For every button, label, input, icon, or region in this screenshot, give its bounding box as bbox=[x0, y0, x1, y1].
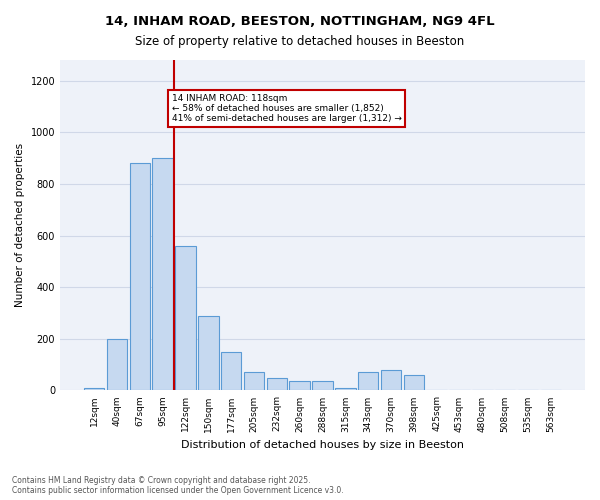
Bar bbox=[289, 382, 310, 390]
Bar bbox=[175, 246, 196, 390]
Bar bbox=[381, 370, 401, 390]
Bar bbox=[198, 316, 218, 390]
Text: 14, INHAM ROAD, BEESTON, NOTTINGHAM, NG9 4FL: 14, INHAM ROAD, BEESTON, NOTTINGHAM, NG9… bbox=[105, 15, 495, 28]
Bar bbox=[130, 164, 150, 390]
Y-axis label: Number of detached properties: Number of detached properties bbox=[15, 143, 25, 308]
Bar bbox=[335, 388, 356, 390]
Bar bbox=[84, 388, 104, 390]
Bar bbox=[266, 378, 287, 390]
X-axis label: Distribution of detached houses by size in Beeston: Distribution of detached houses by size … bbox=[181, 440, 464, 450]
Bar bbox=[221, 352, 241, 391]
Bar bbox=[312, 382, 333, 390]
Bar bbox=[244, 372, 264, 390]
Bar bbox=[107, 339, 127, 390]
Text: Size of property relative to detached houses in Beeston: Size of property relative to detached ho… bbox=[136, 35, 464, 48]
Text: Contains HM Land Registry data © Crown copyright and database right 2025.
Contai: Contains HM Land Registry data © Crown c… bbox=[12, 476, 344, 495]
Bar bbox=[404, 375, 424, 390]
Text: 14 INHAM ROAD: 118sqm
← 58% of detached houses are smaller (1,852)
41% of semi-d: 14 INHAM ROAD: 118sqm ← 58% of detached … bbox=[172, 94, 401, 124]
Bar bbox=[152, 158, 173, 390]
Bar bbox=[358, 372, 379, 390]
